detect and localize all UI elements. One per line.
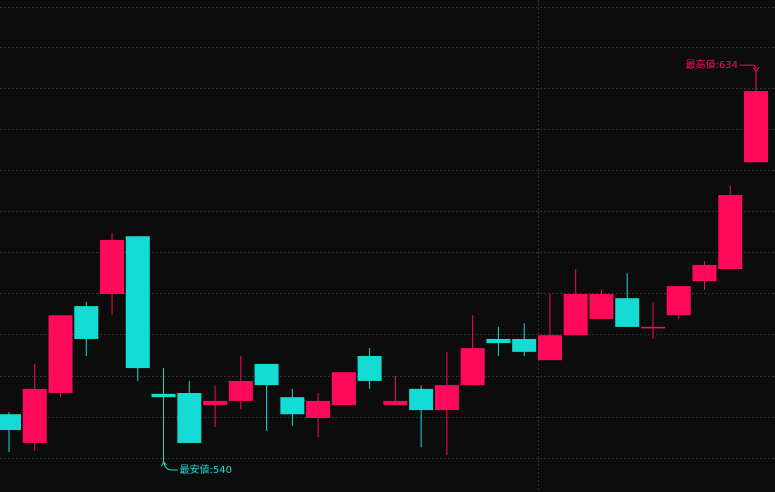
candle-body	[486, 338, 511, 344]
candle-body	[254, 363, 279, 386]
candle-body	[125, 236, 150, 369]
annotation-arrowhead	[752, 66, 760, 72]
annotation-arrow	[163, 461, 178, 471]
candle-body	[512, 338, 537, 352]
candle-body	[718, 195, 743, 270]
candle-body	[357, 356, 382, 381]
candle-body	[589, 294, 614, 319]
candle-body	[744, 91, 768, 163]
candle-body	[74, 306, 99, 339]
candle-body	[331, 372, 356, 406]
annotation-arrowhead	[161, 461, 167, 467]
low-annotation: 最安値:540	[180, 463, 232, 476]
candle-body	[22, 388, 47, 443]
candle-body	[537, 335, 562, 361]
candle-body	[151, 393, 176, 398]
candle-body	[460, 348, 485, 386]
high-annotation: 最高値:634	[686, 58, 738, 71]
candle-body	[409, 388, 434, 411]
candle-body	[228, 380, 253, 401]
candle-body	[100, 239, 125, 295]
candle-body	[434, 385, 459, 411]
candle-body	[0, 414, 21, 431]
candle-body	[563, 294, 588, 336]
candle-body	[203, 400, 228, 406]
candle-body	[306, 400, 331, 418]
candle-body	[48, 315, 73, 394]
candle-body	[692, 264, 717, 282]
candle-body	[280, 397, 305, 415]
candle-body	[640, 326, 665, 329]
candle-body	[666, 286, 691, 316]
candle-body	[615, 298, 640, 327]
candle-body	[383, 400, 408, 406]
candle-body	[177, 393, 202, 443]
annotation-arrow	[740, 64, 757, 70]
